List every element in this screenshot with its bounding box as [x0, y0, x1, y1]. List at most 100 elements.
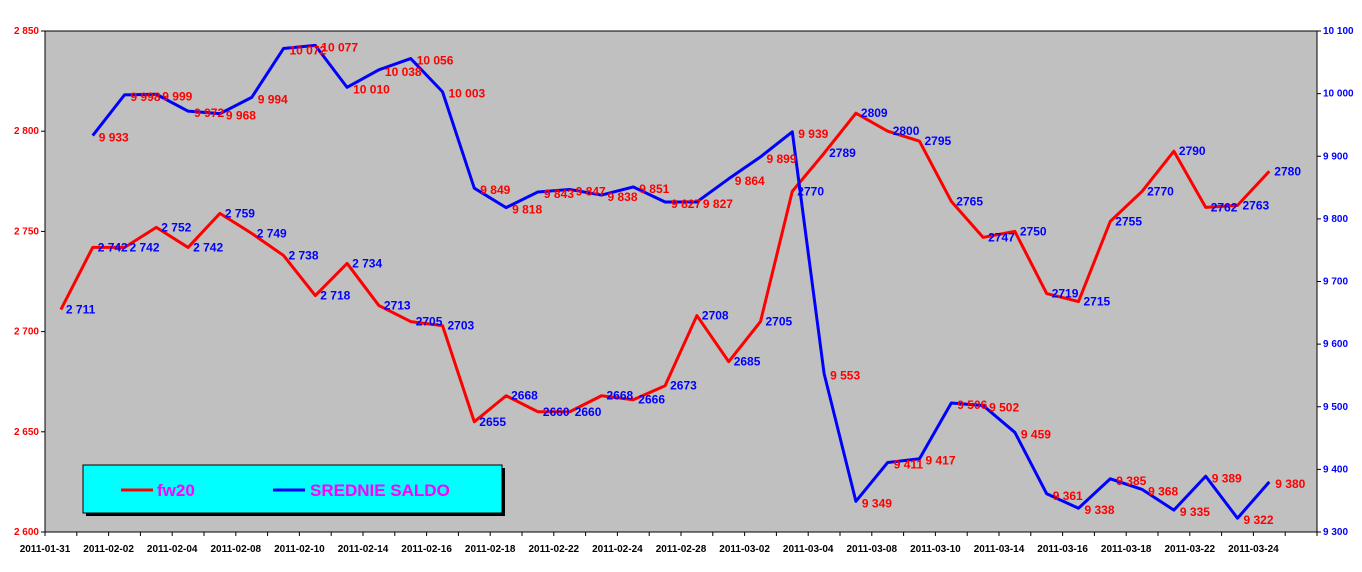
saldo-data-label: 9 368 [1148, 484, 1178, 498]
saldo-data-label: 9 506 [957, 398, 987, 412]
y-left-tick-label: 2 850 [14, 26, 39, 37]
y-right-tick-label: 9 900 [1323, 151, 1348, 162]
y-right-tick-label: 9 300 [1323, 527, 1348, 538]
saldo-data-label: 9 553 [830, 369, 860, 383]
y-right-tick-label: 9 400 [1323, 464, 1348, 475]
saldo-data-label: 9 851 [639, 182, 669, 196]
saldo-data-label: 9 411 [894, 457, 924, 471]
fw20-data-label: 2 742 [130, 240, 160, 254]
x-tick-label: 2011-03-14 [974, 544, 1025, 555]
saldo-data-label: 10 010 [353, 82, 390, 96]
fw20-data-label: 2 711 [66, 303, 96, 317]
saldo-data-label: 9 417 [926, 454, 956, 468]
fw20-data-label: 2668 [607, 389, 634, 403]
fw20-data-label: 2770 [1147, 184, 1174, 198]
saldo-data-label: 9 838 [608, 190, 638, 204]
fw20-data-label: 2765 [956, 194, 983, 208]
fw20-data-label: 2666 [638, 393, 665, 407]
axes: 2 600 2 650 2 700 2 750 2 800 2 850 9 300 9 400… [14, 26, 1354, 555]
legend-saldo-label: SREDNIE SALDO [310, 481, 450, 500]
x-tick-label: 2011-01-31 [20, 544, 71, 555]
fw20-data-label: 2 749 [257, 226, 287, 240]
plot-area [44, 30, 1318, 533]
fw20-data-label: 2763 [1243, 198, 1270, 212]
fw20-data-label: 2719 [1052, 287, 1079, 301]
fw20-data-label: 2755 [1115, 214, 1142, 228]
saldo-data-label: 9 972 [194, 106, 224, 120]
fw20-data-label: 2660 [543, 405, 570, 419]
x-tick-label: 2011-02-14 [338, 544, 389, 555]
y-left-tick-label: 2 750 [14, 226, 39, 237]
saldo-data-label: 10 038 [385, 65, 422, 79]
saldo-data-label: 9 843 [544, 187, 574, 201]
saldo-data-label: 9 385 [1116, 474, 1146, 488]
fw20-data-label: 2 742 [193, 240, 223, 254]
x-tick-label: 2011-03-04 [783, 544, 834, 555]
x-tick-label: 2011-02-28 [656, 544, 707, 555]
fw20-data-label: 2770 [797, 184, 824, 198]
legend-fw20-label: fw20 [157, 481, 195, 500]
y-right-tick-label: 9 800 [1323, 214, 1348, 225]
y-right-tick-label: 10 000 [1323, 89, 1354, 100]
saldo-data-label: 9 998 [131, 90, 161, 104]
fw20-data-label: 2708 [702, 309, 729, 323]
saldo-data-label: 9 322 [1244, 513, 1274, 527]
saldo-data-label: 9 389 [1212, 471, 1242, 485]
fw20-data-label: 2 738 [289, 248, 319, 262]
x-tick-label: 2011-03-10 [910, 544, 961, 555]
fw20-data-label: 2762 [1211, 200, 1238, 214]
x-tick-label: 2011-03-08 [846, 544, 897, 555]
y-right-tick-label: 9 700 [1323, 277, 1348, 288]
fw20-data-label: 2673 [670, 379, 697, 393]
fw20-data-label: 2703 [448, 319, 475, 333]
x-tick-label: 2011-02-16 [401, 544, 452, 555]
saldo-data-label: 9 380 [1275, 477, 1305, 491]
saldo-data-label: 9 349 [862, 496, 892, 510]
fw20-data-label: 2795 [925, 134, 952, 148]
saldo-data-label: 9 827 [703, 197, 733, 211]
y-left-tick-label: 2 700 [14, 327, 39, 338]
x-tick-label: 2011-02-08 [210, 544, 261, 555]
x-tick-label: 2011-03-02 [719, 544, 770, 555]
saldo-data-label: 9 999 [162, 89, 192, 103]
saldo-data-label: 9 459 [1021, 427, 1051, 441]
fw20-data-label: 2705 [766, 315, 793, 329]
saldo-data-label: 9 968 [226, 109, 256, 123]
legend: fw20 SREDNIE SALDO [82, 464, 505, 516]
fw20-data-label: 2705 [416, 315, 443, 329]
y-right-tick-label: 10 100 [1323, 26, 1354, 37]
saldo-data-label: 10 056 [417, 54, 454, 68]
fw20-data-label: 2 718 [320, 289, 350, 303]
saldo-data-label: 9 361 [1053, 489, 1083, 503]
fw20-data-label: 2790 [1179, 144, 1206, 158]
fw20-data-label: 2660 [575, 405, 602, 419]
x-tick-label: 2011-02-18 [465, 544, 516, 555]
saldo-data-label: 9 849 [480, 183, 510, 197]
x-tick-label: 2011-02-24 [592, 544, 643, 555]
x-tick-label: 2011-03-18 [1101, 544, 1152, 555]
y-left-tick-label: 2 600 [14, 527, 39, 538]
fw20-data-label: 2668 [511, 389, 538, 403]
fw20-data-label: 2 759 [225, 206, 255, 220]
fw20-data-label: 2789 [829, 146, 856, 160]
saldo-data-label: 9 502 [989, 400, 1019, 414]
fw20-data-label: 2750 [1020, 224, 1047, 238]
saldo-data-label: 10 003 [449, 87, 486, 101]
saldo-data-label: 9 899 [767, 152, 797, 166]
x-tick-label: 2011-02-10 [274, 544, 325, 555]
fw20-data-label: 2713 [384, 299, 411, 313]
fw20-data-label: 2 734 [352, 256, 382, 270]
saldo-data-label: 9 994 [258, 92, 288, 106]
saldo-line [91, 43, 1271, 520]
x-tick-label: 2011-02-22 [528, 544, 579, 555]
saldo-data-label: 9 864 [735, 174, 765, 188]
saldo-data-label: 9 847 [576, 184, 606, 198]
x-tick-label: 2011-03-16 [1037, 544, 1088, 555]
x-tick-label: 2011-02-04 [147, 544, 198, 555]
fw20-data-label: 2747 [988, 230, 1015, 244]
series-lines [59, 43, 1271, 520]
saldo-data-label: 9 335 [1180, 505, 1210, 519]
fw20-line [59, 111, 1271, 424]
saldo-data-label: 9 933 [99, 131, 129, 145]
